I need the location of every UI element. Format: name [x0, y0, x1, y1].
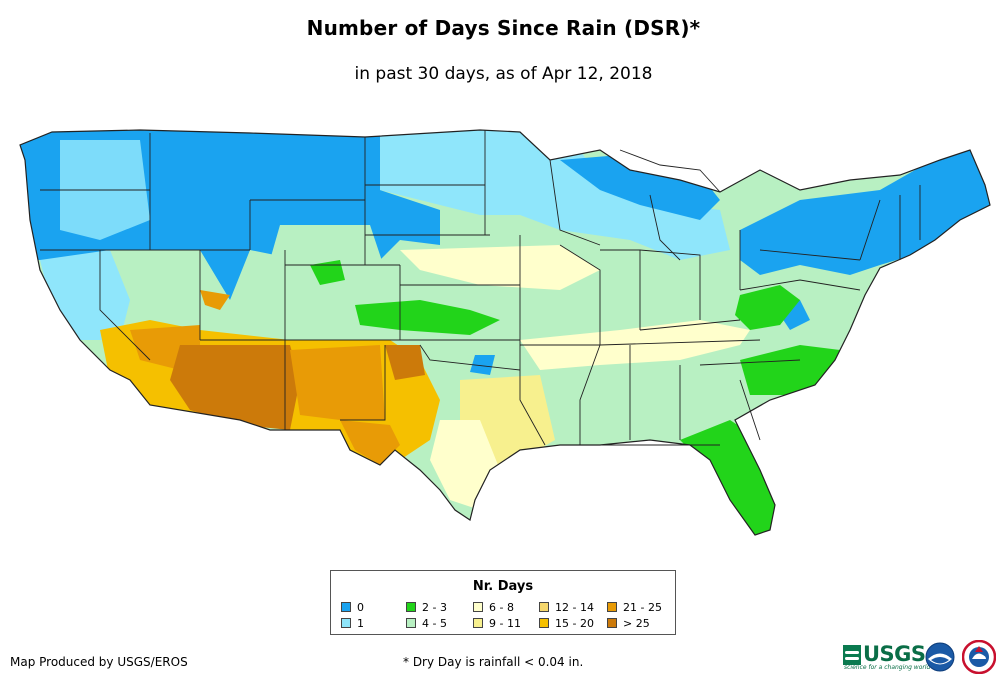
- legend-label: 6 - 8: [489, 601, 514, 614]
- region-2-3-florida: [680, 420, 775, 535]
- legend-label: 0: [357, 601, 364, 614]
- legend: Nr. Days 0 1 2 - 3 4 - 5 6 - 8 9 - 11 12…: [330, 570, 676, 635]
- noaa-logo-icon: [925, 642, 955, 672]
- region-2-3-carolinas: [740, 345, 840, 395]
- region-21-25-big-bend: [340, 420, 400, 465]
- legend-swatch: [406, 618, 416, 628]
- legend-item: 21 - 25: [607, 602, 662, 614]
- region-over-25-panhandle: [385, 345, 425, 380]
- legend-swatch: [341, 618, 351, 628]
- legend-label: > 25: [623, 617, 650, 630]
- legend-label: 4 - 5: [422, 617, 447, 630]
- legend-swatch: [473, 602, 483, 612]
- legend-item: 2 - 3: [406, 602, 447, 614]
- legend-swatch: [607, 618, 617, 628]
- legend-item: 0: [341, 602, 364, 614]
- region-4-5-rockies: [270, 225, 385, 285]
- region-1-north-central: [380, 130, 730, 260]
- legend-swatch: [539, 602, 549, 612]
- region-0-oklahoma: [470, 355, 495, 375]
- region-2-3-colorado: [310, 260, 345, 285]
- region-21-25-new-mexico: [290, 345, 385, 420]
- map-credit: Map Produced by USGS/EROS: [10, 655, 188, 669]
- legend-swatch: [607, 602, 617, 612]
- region-2-3-appalachia: [735, 285, 800, 330]
- legend-label: 21 - 25: [623, 601, 662, 614]
- legend-item: 1: [341, 618, 364, 630]
- region-2-3-kansas: [355, 300, 500, 335]
- usgs-logo-text: USGS: [863, 642, 926, 666]
- legend-swatch: [539, 618, 549, 628]
- usgs-tagline: science for a changing world: [844, 664, 931, 671]
- legend-swatch: [473, 618, 483, 628]
- region-0-northeast: [740, 150, 990, 275]
- region-over-25-arizona: [170, 345, 300, 430]
- legend-item: 15 - 20: [539, 618, 594, 630]
- dsr-regions: [20, 130, 990, 535]
- legend-item: 9 - 11: [473, 618, 521, 630]
- region-6-8-nebraska: [400, 245, 600, 290]
- legend-label: 1: [357, 617, 364, 630]
- legend-title: Nr. Days: [472, 579, 534, 594]
- legend-item: > 25: [607, 618, 650, 630]
- legend-label: 9 - 11: [489, 617, 521, 630]
- legend-swatch: [406, 602, 416, 612]
- dry-day-footnote: * Dry Day is rainfall < 0.04 in.: [403, 655, 584, 669]
- map-subtitle: in past 30 days, as of Apr 12, 2018: [354, 64, 653, 84]
- legend-item: 6 - 8: [473, 602, 514, 614]
- legend-label: 15 - 20: [555, 617, 594, 630]
- state-boundaries: [19, 129, 991, 536]
- legend-item: 12 - 14: [539, 602, 594, 614]
- legend-label: 12 - 14: [555, 601, 594, 614]
- usgs-logo-icon: USGS science for a changing world: [843, 642, 930, 671]
- region-6-8-midsouth: [520, 320, 750, 370]
- usgs-mark-icon: [843, 645, 861, 665]
- legend-label: 2 - 3: [422, 601, 447, 614]
- map-title: Number of Days Since Rain (DSR)*: [306, 16, 701, 40]
- legend-swatch: [341, 602, 351, 612]
- legend-item: 4 - 5: [406, 618, 447, 630]
- nws-logo-icon: [962, 640, 996, 674]
- region-21-25-nevada: [200, 290, 230, 310]
